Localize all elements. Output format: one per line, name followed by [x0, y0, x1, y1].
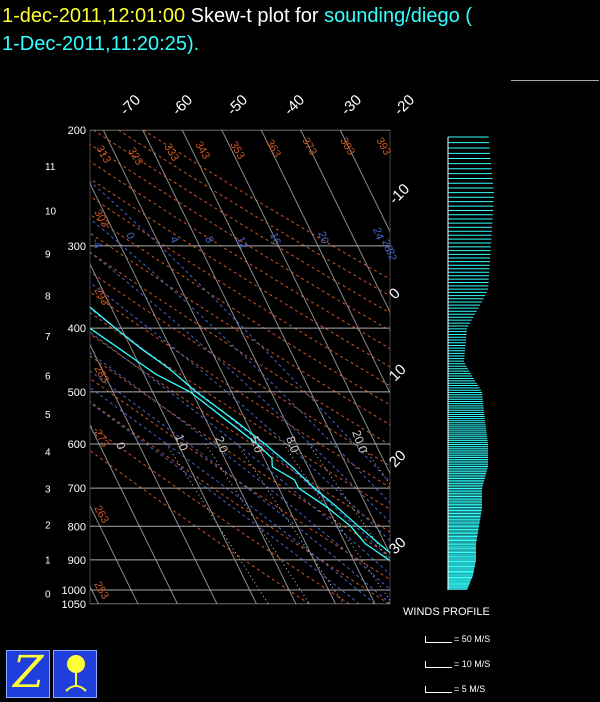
height-label: 2 — [45, 520, 51, 531]
mixing-label: 20.0 — [349, 428, 370, 455]
isotherm — [0, 130, 59, 604]
pressure-label: 400 — [68, 323, 86, 335]
height-label: 3 — [45, 485, 51, 496]
theta-label: 343 — [192, 140, 212, 162]
moist-label: 16 — [267, 231, 282, 247]
pressure-label: 500 — [68, 387, 86, 399]
pressure-label: 900 — [68, 555, 86, 567]
mixing-label: 0 — [113, 440, 129, 451]
dry-adiabat — [0, 130, 430, 604]
temp-right-label: 20 — [386, 447, 410, 471]
plot-frame — [90, 130, 390, 604]
isotherm — [301, 130, 533, 604]
temp-right-label: 10 — [386, 361, 410, 385]
isotherm — [0, 130, 20, 604]
wind-legend-50: = 50 M/S — [425, 634, 490, 644]
theta-label: 273 — [91, 428, 111, 450]
isotherm — [143, 130, 375, 604]
pressure-label: 600 — [68, 439, 86, 451]
isotherm — [222, 130, 454, 604]
pressure-label: 800 — [68, 521, 86, 533]
radar-dish-logo[interactable] — [53, 650, 97, 698]
theta-label: 263 — [91, 504, 111, 526]
dry-adiabat — [0, 130, 310, 604]
winds-profile-label: WINDS PROFILE — [403, 606, 490, 618]
wind-legend-50-label: = 50 M/S — [454, 634, 490, 644]
temp-right-label: 0 — [386, 285, 404, 303]
temp-top-label: -50 — [224, 91, 251, 118]
height-label: 11 — [45, 162, 56, 173]
dry-adiabat — [143, 130, 600, 604]
height-label: 6 — [45, 371, 51, 382]
height-label: 9 — [45, 249, 51, 260]
temp-right-label: 30 — [386, 534, 410, 558]
moist-label: -4 — [89, 237, 104, 250]
wind-legend-5: = 5 M/S — [425, 684, 485, 694]
moist-label: 32 — [383, 247, 398, 263]
dry-adiabat — [0, 130, 390, 604]
isotherm — [24, 130, 256, 604]
theta-label: 333 — [161, 142, 181, 164]
moist-adiabat — [0, 130, 422, 604]
isotherm — [261, 130, 493, 604]
height-label: 8 — [45, 292, 51, 303]
moist-adiabat — [0, 130, 407, 604]
isotherm — [182, 130, 414, 604]
temp-top-label: -70 — [117, 91, 144, 118]
mixing-label: 2.0 — [212, 434, 231, 455]
barb-5-icon — [425, 686, 452, 693]
height-label: 5 — [45, 410, 51, 421]
moist-adiabat — [0, 130, 375, 604]
theta-label: 353 — [227, 140, 247, 162]
mixing-label: 8.0 — [283, 434, 302, 455]
height-label: 7 — [45, 332, 51, 343]
dry-adiabat — [44, 130, 600, 604]
wind-legend-5-label: = 5 M/S — [454, 684, 485, 694]
temp-top-label: -30 — [338, 91, 365, 118]
pressure-label: 300 — [68, 241, 86, 253]
dry-adiabat — [118, 130, 600, 604]
zebra-logo[interactable]: Z — [6, 650, 50, 698]
theta-label: 323 — [125, 146, 145, 168]
isotherm — [340, 130, 572, 604]
barb-10-icon — [425, 661, 452, 668]
height-label: 10 — [45, 206, 57, 217]
pressure-label: 700 — [68, 483, 86, 495]
pressure-label: 1000 — [62, 585, 86, 597]
moist-label: 4 — [167, 235, 180, 245]
dry-adiabat — [68, 130, 600, 604]
moist-label: 24 — [370, 226, 385, 242]
pressure-label: 200 — [68, 125, 86, 137]
temp-top-label: -60 — [169, 91, 196, 118]
theta-label: 303 — [91, 208, 111, 230]
theta-label: 383 — [337, 136, 357, 158]
height-label: 1 — [45, 556, 51, 567]
moist-label: 12 — [234, 235, 249, 251]
mixing-ratio-line — [284, 444, 393, 604]
height-label: 0 — [45, 590, 51, 601]
theta-label: 253 — [91, 580, 111, 602]
moist-label: 8 — [202, 235, 215, 245]
dry-adiabat — [0, 130, 590, 604]
theta-label: 363 — [263, 138, 283, 160]
theta-label: 373 — [299, 136, 319, 158]
barb-50-icon — [425, 636, 452, 643]
height-label: 4 — [45, 448, 51, 459]
pressure-label: 1050 — [62, 599, 86, 611]
dry-adiabat — [0, 130, 350, 604]
isotherm — [0, 130, 217, 604]
mixing-ratio-line — [309, 444, 420, 604]
theta-label: 313 — [93, 144, 113, 166]
temp-top-label: -40 — [281, 91, 308, 118]
moist-adiabat — [0, 130, 391, 604]
dewpoint-curve — [0, 130, 424, 591]
temp-top-label: -20 — [391, 91, 418, 118]
moist-label: 0 — [123, 231, 136, 241]
wind-legend-10-label: = 10 M/S — [454, 659, 490, 669]
wind-legend-10: = 10 M/S — [425, 659, 490, 669]
